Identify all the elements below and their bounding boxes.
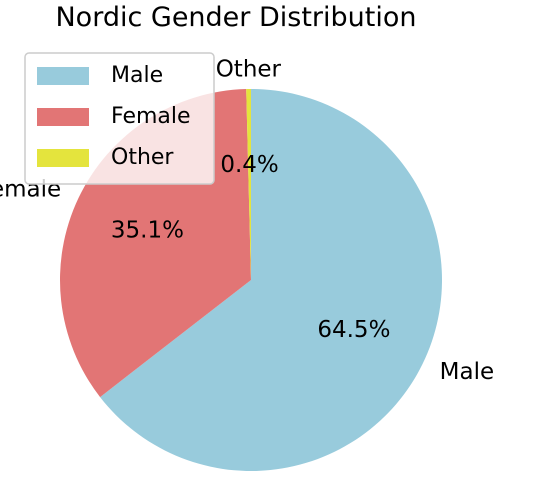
- slice-percent-male: 64.5%: [317, 317, 390, 343]
- pie-slice-other: [246, 89, 251, 280]
- slice-percent-other: 0.4%: [220, 152, 278, 178]
- chart-legend: Male Female Other: [24, 52, 215, 185]
- slice-label-other: Other: [216, 56, 282, 82]
- legend-swatch-female: [37, 108, 89, 126]
- legend-label-male: Male: [111, 63, 163, 88]
- legend-label-female: Female: [111, 104, 191, 129]
- legend-label-other: Other: [111, 145, 174, 170]
- chart-title: Nordic Gender Distribution: [55, 2, 416, 33]
- slice-percent-female: 35.1%: [111, 217, 184, 243]
- legend-swatch-other: [37, 149, 89, 167]
- slice-label-male: Male: [440, 359, 494, 385]
- pie-slice-male: [100, 89, 443, 472]
- legend-swatch-male: [37, 67, 89, 85]
